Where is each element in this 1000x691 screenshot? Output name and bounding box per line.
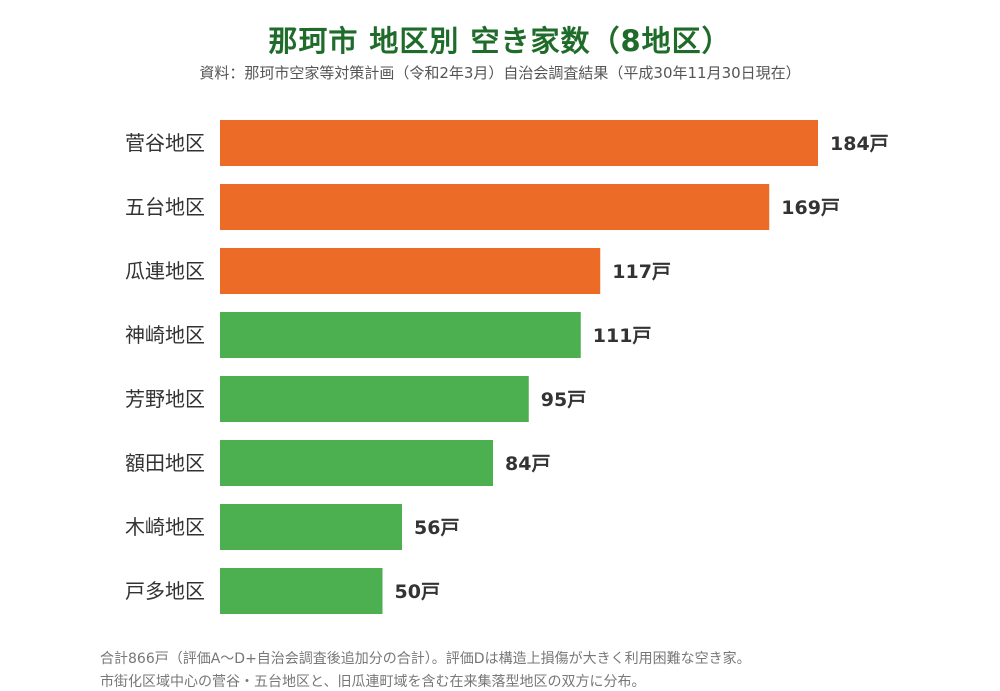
bar bbox=[220, 504, 402, 550]
value-label: 56戸 bbox=[414, 517, 459, 539]
bar bbox=[220, 376, 529, 422]
bar bbox=[220, 248, 601, 294]
category-label: 瓜連地区 bbox=[125, 259, 205, 283]
value-label: 117戸 bbox=[612, 261, 671, 283]
category-label: 木崎地区 bbox=[125, 515, 205, 539]
footnote-distribution: 市街化区域中心の菅谷・五台地区と、旧瓜連町域を含む在来集落型地区の双方に分布。 bbox=[100, 674, 646, 690]
category-label: 神崎地区 bbox=[125, 323, 205, 347]
category-label: 額田地区 bbox=[125, 451, 205, 475]
bar bbox=[220, 184, 770, 230]
category-label: 菅谷地区 bbox=[125, 131, 205, 155]
category-label: 戸多地区 bbox=[125, 579, 205, 603]
bar bbox=[220, 440, 493, 486]
value-label: 111戸 bbox=[593, 325, 652, 347]
value-label: 95戸 bbox=[541, 389, 586, 411]
bar bbox=[220, 568, 383, 614]
value-label: 169戸 bbox=[781, 197, 840, 219]
category-label: 芳野地区 bbox=[125, 387, 205, 411]
chart-subtitle: 資料：那珂市空家等対策計画（令和2年3月）自治会調査結果（平成30年11月30日… bbox=[199, 64, 801, 82]
bar bbox=[220, 312, 581, 358]
chart-title: 那珂市 地区別 空き家数（8地区） bbox=[268, 24, 732, 58]
bar bbox=[220, 120, 818, 166]
category-label: 五台地区 bbox=[125, 195, 205, 219]
footnote-total: 合計866戸（評価A〜D+自治会調査後追加分の合計）。評価Dは構造上損傷が大きく… bbox=[100, 651, 751, 667]
value-label: 50戸 bbox=[395, 581, 440, 603]
value-label: 184戸 bbox=[830, 133, 889, 155]
value-label: 84戸 bbox=[505, 453, 550, 475]
